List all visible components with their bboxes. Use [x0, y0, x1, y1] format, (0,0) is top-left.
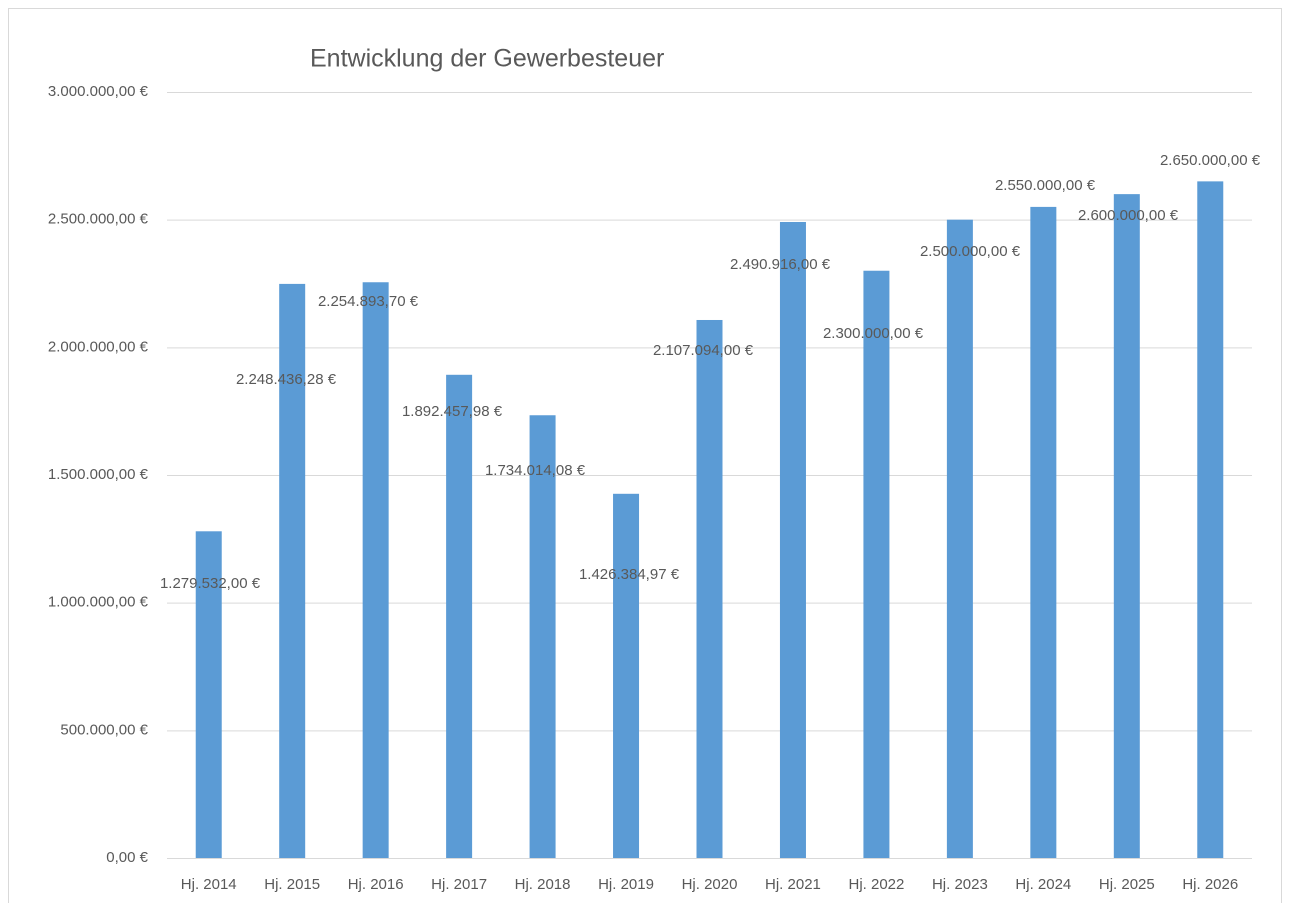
x-tick-label: Hj. 2025	[1099, 876, 1155, 893]
y-tick-label: 2.000.000,00 €	[48, 338, 149, 355]
x-tick-label: Hj. 2024	[1015, 876, 1071, 893]
y-tick-label: 3.000.000,00 €	[48, 83, 149, 100]
x-tick-label: Hj. 2023	[932, 876, 988, 893]
bar	[279, 283, 306, 858]
x-tick-label: Hj. 2015	[264, 876, 320, 893]
x-tick-label: Hj. 2026	[1182, 876, 1238, 893]
x-tick-label: Hj. 2016	[348, 876, 404, 893]
bar	[362, 282, 389, 858]
bar	[195, 531, 222, 858]
x-tick-label: Hj. 2021	[765, 876, 821, 893]
x-tick-label: Hj. 2019	[598, 876, 654, 893]
bar	[946, 219, 973, 858]
y-tick-label: 1.000.000,00 €	[48, 594, 149, 611]
bar	[446, 374, 473, 858]
y-tick-label: 0,00 €	[106, 849, 148, 866]
data-label: 2.550.000,00 €	[995, 177, 1096, 194]
y-tick-label: 1.500.000,00 €	[48, 466, 149, 483]
data-label: 1.426.384,97 €	[579, 566, 680, 583]
data-label: 1.279.532,00 €	[160, 575, 261, 592]
bar	[529, 415, 556, 858]
bar	[779, 221, 806, 859]
bar	[863, 270, 890, 858]
x-tick-label: Hj. 2018	[515, 876, 571, 893]
y-tick-label: 500.000,00 €	[60, 721, 148, 738]
bar	[613, 493, 640, 858]
data-label: 2.254.893,70 €	[318, 293, 419, 310]
data-label: 2.500.000,00 €	[920, 243, 1021, 260]
x-tick-label: Hj. 2017	[431, 876, 487, 893]
data-label: 2.107.094,00 €	[653, 342, 754, 359]
data-label: 1.734.014,08 €	[485, 462, 586, 479]
bar	[1197, 181, 1224, 858]
bar	[1030, 206, 1057, 858]
data-label: 2.300.000,00 €	[823, 325, 924, 342]
x-tick-label: Hj. 2020	[682, 876, 738, 893]
data-label: 2.490.916,00 €	[730, 256, 831, 273]
x-tick-label: Hj. 2022	[848, 876, 904, 893]
data-label: 2.650.000,00 €	[1160, 152, 1261, 169]
y-tick-label: 2.500.000,00 €	[48, 211, 149, 228]
data-label: 1.892.457,98 €	[402, 403, 503, 420]
data-label: 2.248.436,28 €	[236, 371, 337, 388]
chart-title: Entwicklung der Gewerbesteuer	[310, 45, 664, 73]
bar	[1113, 194, 1140, 859]
bar	[696, 319, 723, 859]
data-label: 2.600.000,00 €	[1078, 207, 1179, 224]
x-tick-label: Hj. 2014	[181, 876, 237, 893]
